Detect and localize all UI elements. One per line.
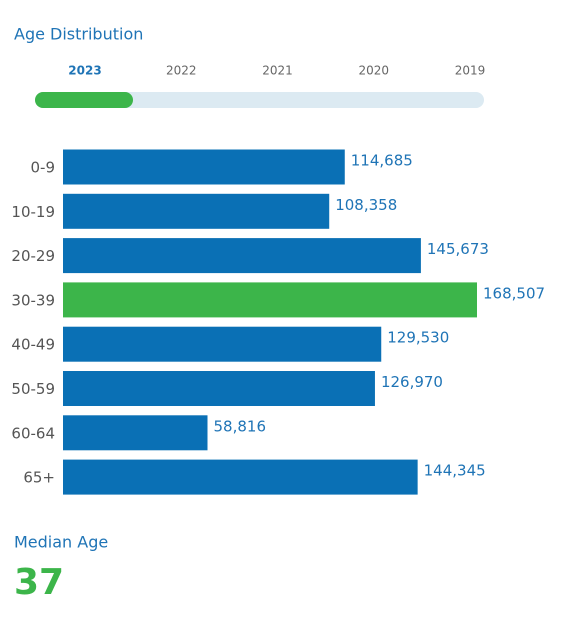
value-label: 114,685	[351, 152, 413, 170]
value-label: 144,345	[424, 462, 486, 480]
year-tab[interactable]: 2021	[262, 64, 293, 78]
bar	[63, 238, 421, 274]
category-label: 10-19	[11, 203, 55, 221]
value-label: 108,358	[335, 196, 397, 214]
year-slider-track[interactable]	[35, 92, 484, 108]
bar	[63, 371, 375, 406]
year-tab[interactable]: 2020	[358, 64, 389, 78]
median-value: 37	[14, 562, 64, 603]
year-tab[interactable]: 2023	[68, 64, 101, 78]
category-label: 30-39	[11, 291, 55, 309]
bar	[63, 149, 345, 185]
category-label: 50-59	[11, 380, 55, 398]
median-label: Median Age	[14, 533, 108, 552]
value-label: 168,507	[483, 284, 545, 302]
category-label: 20-29	[11, 247, 55, 265]
value-label: 129,530	[387, 329, 449, 347]
category-label: 40-49	[11, 336, 55, 354]
category-label: 60-64	[11, 424, 55, 442]
year-slider-progress[interactable]	[35, 92, 133, 108]
bar	[63, 193, 330, 229]
year-tab[interactable]: 2019	[455, 64, 486, 78]
bar	[63, 459, 418, 495]
year-tab[interactable]: 2022	[166, 64, 197, 78]
bar	[63, 326, 382, 362]
value-label: 126,970	[381, 373, 443, 391]
category-label: 0-9	[31, 159, 56, 177]
category-label: 65+	[23, 469, 55, 487]
chart-title: Age Distribution	[14, 25, 143, 44]
bar	[63, 282, 477, 318]
bar	[63, 415, 208, 451]
value-label: 145,673	[427, 240, 489, 258]
value-label: 58,816	[214, 417, 267, 435]
